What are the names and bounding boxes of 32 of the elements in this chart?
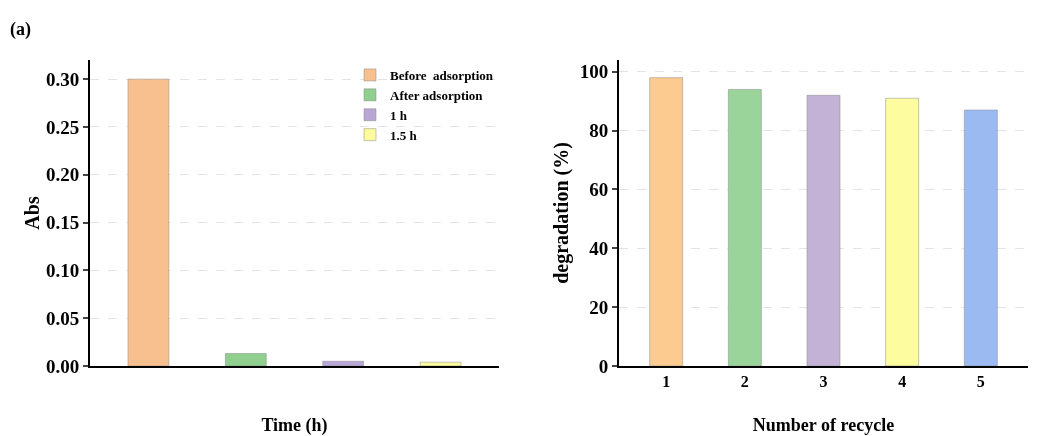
bar xyxy=(806,95,841,366)
y-axis-title: degradation (%) xyxy=(550,142,573,284)
x-tick-label: 2 xyxy=(740,373,749,391)
x-tick-label: 3 xyxy=(819,373,828,391)
bar xyxy=(964,109,998,366)
y-tick-label: 0.30 xyxy=(45,68,80,90)
bar xyxy=(885,98,919,366)
y-tick-label: 0.25 xyxy=(45,116,80,138)
y-tick-label: 60 xyxy=(589,179,609,201)
legend-label: After adsorption xyxy=(390,87,484,103)
y-tick-label: 0 xyxy=(598,355,609,377)
y-tick-label: 0.10 xyxy=(45,260,80,282)
y-tick-label: 100 xyxy=(579,61,609,83)
y-tick-label: 20 xyxy=(589,296,609,318)
y-tick-label: 0.05 xyxy=(45,307,80,329)
chart-title: (a) xyxy=(10,19,31,40)
y-tick-label: 0.00 xyxy=(45,355,80,377)
x-axis-title: Time (h) xyxy=(261,415,328,436)
x-tick-label: 1 xyxy=(662,373,671,391)
bar xyxy=(728,89,762,366)
y-tick-label: 80 xyxy=(589,120,609,142)
bar xyxy=(649,77,683,366)
legend-label: 1 h xyxy=(390,107,408,123)
x-tick-label: 5 xyxy=(976,373,985,391)
y-axis-title: Abs xyxy=(21,196,43,230)
legend-label: 1.5 h xyxy=(390,127,418,143)
legend-label: Before adsorption xyxy=(390,68,494,84)
y-tick-label: 0.20 xyxy=(45,164,80,186)
y-tick-label: 40 xyxy=(589,237,609,259)
y-tick-label: 0.15 xyxy=(45,212,80,234)
x-axis-title: Number of recycle xyxy=(752,415,895,435)
x-tick-label: 4 xyxy=(898,373,907,391)
